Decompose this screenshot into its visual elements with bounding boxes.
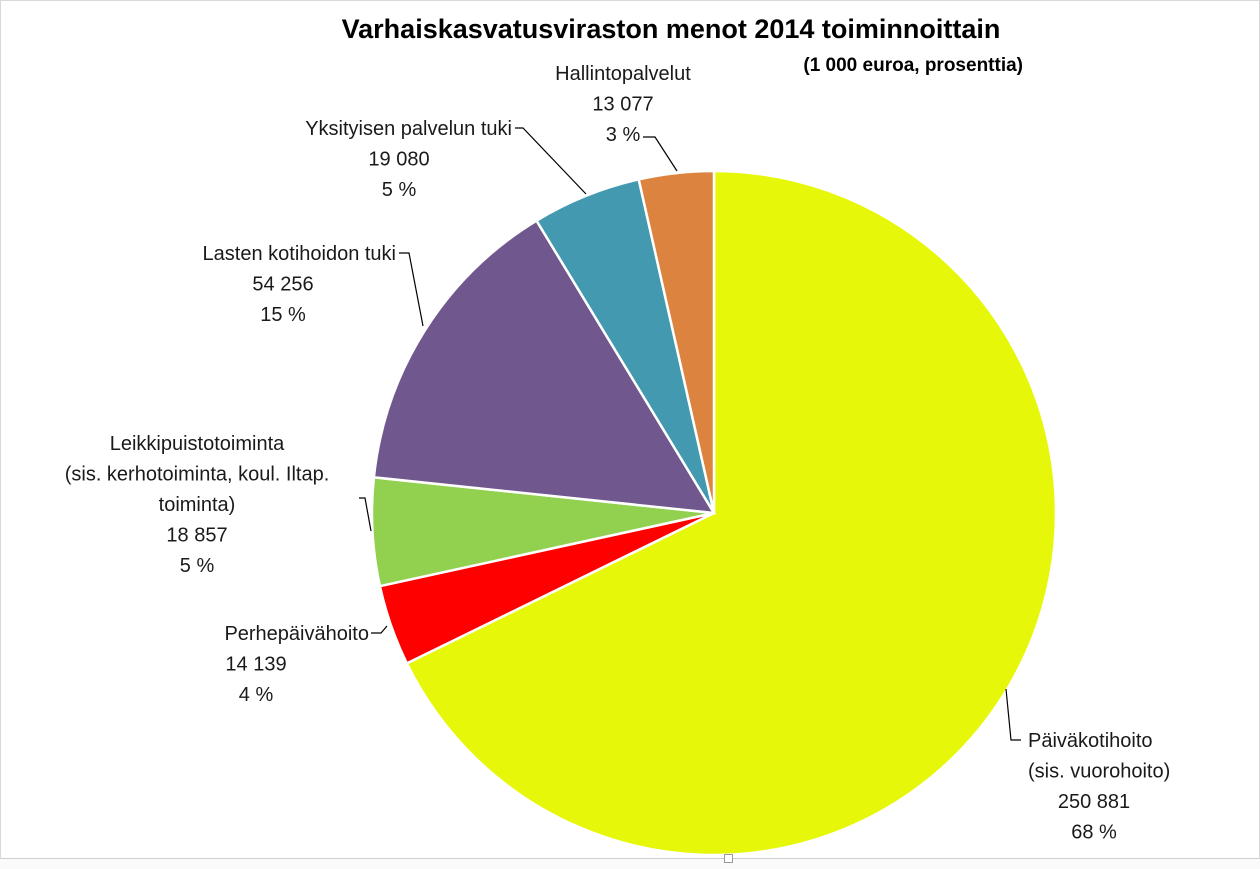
data-label-3: Lasten kotihoidon tuki 54 256 15 %: [203, 243, 396, 326]
leader-line-2: [359, 497, 372, 532]
pie-slices: [370, 169, 1058, 857]
data-label-4: Yksityisen palvelun tuki 19 080 5 %: [305, 118, 512, 201]
leader-line-5: [643, 136, 678, 172]
data-label-2: Leikkipuistotoiminta (sis. kerhotoiminta,…: [65, 433, 330, 577]
leader-lines: [359, 127, 1021, 741]
leader-line-4: [515, 127, 587, 195]
bottom-scroll-edge: [0, 858, 1260, 869]
pie-slice-0: [405, 169, 1058, 857]
data-label-1: Perhepäivähoito 14 139 4 %: [224, 623, 369, 706]
pie-slice-3: [372, 218, 717, 515]
data-label-0: Päiväkotihoito (sis. vuorohoito) 250 881 68…: [1028, 730, 1170, 844]
data-labels: Päiväkotihoito (sis. vuorohoito) 250 881 68…: [65, 63, 1171, 844]
leader-line-3: [399, 252, 424, 327]
leader-line-0: [1005, 688, 1021, 741]
chart-subtitle: (1 000 euroa, prosenttia): [803, 55, 1023, 76]
leader-line-1: [371, 625, 388, 634]
chart-title: Varhaiskasvatusviraston menot 2014 toimi…: [342, 14, 1001, 44]
data-label-5: Hallintopalvelut 13 077 3 %: [555, 63, 691, 146]
pie-slice-5: [637, 169, 716, 514]
resize-handle[interactable]: [724, 854, 733, 863]
